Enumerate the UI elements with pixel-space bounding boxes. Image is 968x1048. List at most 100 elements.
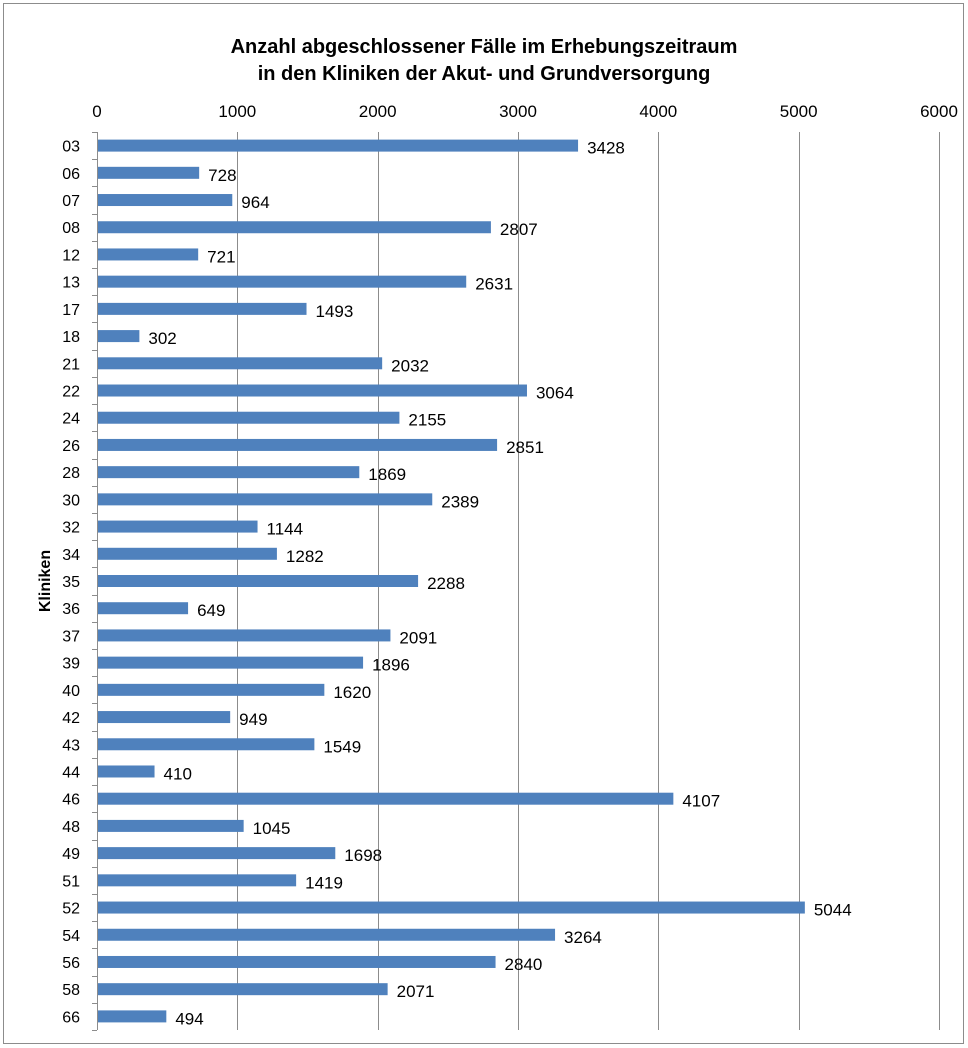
bar xyxy=(98,493,433,506)
bar xyxy=(98,438,498,451)
data-label: 1419 xyxy=(305,873,343,892)
y-axis-title: Kliniken xyxy=(37,550,54,612)
bar xyxy=(98,928,556,941)
data-label: 2288 xyxy=(427,574,465,593)
y-tick-label: 08 xyxy=(62,220,80,237)
data-label: 2840 xyxy=(505,955,543,974)
data-label: 1698 xyxy=(344,846,382,865)
bar xyxy=(98,602,189,615)
data-label: 494 xyxy=(175,1009,203,1028)
data-label: 1493 xyxy=(316,302,354,321)
bar xyxy=(98,901,805,914)
y-tick-label: 26 xyxy=(62,438,80,455)
bar xyxy=(98,221,491,234)
y-tick-label: 07 xyxy=(62,193,80,210)
y-tick-label: 40 xyxy=(62,683,80,700)
bar xyxy=(98,656,364,669)
data-label: 1896 xyxy=(372,656,410,675)
data-label: 2631 xyxy=(475,275,513,294)
data-label: 964 xyxy=(241,193,269,212)
y-tick-label: 22 xyxy=(62,384,80,401)
chart-title-line-2: in den Kliniken der Akut- und Grundverso… xyxy=(257,63,711,85)
y-tick-label: 06 xyxy=(62,166,80,183)
bar xyxy=(98,683,325,696)
y-tick-label: 49 xyxy=(62,846,80,863)
data-label: 949 xyxy=(239,710,267,729)
bar xyxy=(98,955,496,968)
data-label: 1282 xyxy=(286,547,324,566)
y-tick-label: 17 xyxy=(62,302,80,319)
bar xyxy=(98,547,277,560)
bar xyxy=(98,629,391,642)
bar xyxy=(98,819,244,832)
data-label: 4107 xyxy=(682,792,720,811)
data-label: 2091 xyxy=(399,628,437,647)
y-tick-label: 36 xyxy=(62,601,80,618)
y-tick-label: 52 xyxy=(62,901,80,918)
data-label: 2389 xyxy=(441,492,479,511)
data-label: 2851 xyxy=(506,438,544,457)
x-tick-label: 2000 xyxy=(359,102,397,121)
data-label: 1869 xyxy=(368,465,406,484)
y-tick-label: 18 xyxy=(62,329,80,346)
bar xyxy=(98,575,419,587)
y-tick-label: 48 xyxy=(62,819,80,836)
y-tick-label: 37 xyxy=(62,628,80,645)
bar xyxy=(98,166,200,179)
y-tick-label: 46 xyxy=(62,792,80,809)
bar xyxy=(98,275,467,288)
y-tick-label: 28 xyxy=(62,465,80,482)
bar xyxy=(98,738,315,751)
x-tick-label: 4000 xyxy=(639,102,677,121)
data-label: 728 xyxy=(208,166,236,185)
data-label: 649 xyxy=(197,601,225,620)
y-tick-label: 32 xyxy=(62,520,80,537)
data-label: 1620 xyxy=(333,683,371,702)
y-tick-label: 13 xyxy=(62,275,80,292)
bar xyxy=(98,357,383,370)
y-tick-label: 24 xyxy=(62,411,80,428)
x-tick-label: 0 xyxy=(92,102,101,121)
x-tick-label: 5000 xyxy=(780,102,818,121)
bar xyxy=(98,466,360,479)
bar xyxy=(98,194,233,207)
y-tick-label: 12 xyxy=(62,247,80,264)
x-tick-label: 3000 xyxy=(499,102,537,121)
x-tick-label: 6000 xyxy=(920,102,958,121)
bar xyxy=(98,302,307,315)
y-tick-label: 21 xyxy=(62,356,80,373)
data-label: 3428 xyxy=(587,139,625,158)
data-label: 1045 xyxy=(253,819,291,838)
y-tick-label: 56 xyxy=(62,955,80,972)
bar xyxy=(98,1010,167,1023)
y-tick-label: 66 xyxy=(62,1009,80,1026)
y-tick-label: 30 xyxy=(62,492,80,509)
bar xyxy=(98,847,336,860)
data-label: 2807 xyxy=(500,220,538,239)
data-label: 2071 xyxy=(397,982,435,1001)
chart-title-line-1: Anzahl abgeschlossener Fälle im Erhebung… xyxy=(230,36,738,58)
bar xyxy=(98,711,231,724)
bar xyxy=(98,765,155,778)
bar xyxy=(98,248,199,261)
bar xyxy=(98,411,400,424)
bar xyxy=(98,139,579,152)
bar xyxy=(98,384,527,397)
x-tick-label: 1000 xyxy=(218,102,256,121)
y-tick-label: 43 xyxy=(62,737,80,754)
data-label: 2032 xyxy=(391,356,429,375)
data-label: 302 xyxy=(148,329,176,348)
y-tick-label: 35 xyxy=(62,574,80,591)
bar xyxy=(98,520,258,533)
y-tick-label: 44 xyxy=(62,764,80,781)
bar xyxy=(98,792,674,805)
y-tick-label: 54 xyxy=(62,928,80,945)
y-tick-label: 39 xyxy=(62,656,80,673)
data-label: 410 xyxy=(164,764,192,783)
y-tick-label: 58 xyxy=(62,982,80,999)
data-label: 3064 xyxy=(536,384,574,403)
data-label: 1549 xyxy=(323,737,361,756)
y-tick-label: 51 xyxy=(62,873,80,890)
data-label: 721 xyxy=(207,247,235,266)
